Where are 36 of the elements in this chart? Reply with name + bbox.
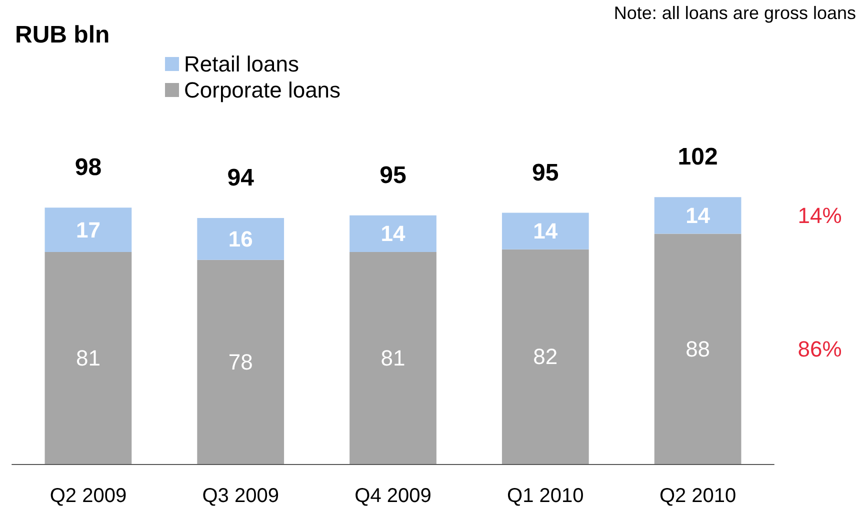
x-tick-label: Q1 2010 — [507, 485, 584, 507]
total-label: 95 — [532, 159, 559, 186]
data-label: 14 — [533, 218, 558, 244]
total-label: 95 — [380, 162, 406, 189]
data-label: 14 — [686, 202, 711, 228]
data-label: 81 — [380, 346, 406, 371]
text: Note: all loans are gross loans — [614, 3, 856, 23]
data-label: 88 — [686, 336, 710, 362]
x-tick-label: Q2 2009 — [50, 485, 127, 507]
total-label: 98 — [74, 154, 102, 182]
text: 86% — [798, 336, 842, 362]
x-tick-label: Q3 2009 — [202, 485, 279, 507]
total-label: 94 — [227, 164, 255, 192]
bar — [654, 197, 742, 234]
legend-label: Corporate loans — [184, 78, 341, 102]
bar — [502, 249, 589, 464]
bar — [502, 212, 589, 250]
legend-label: Retail loans — [184, 52, 299, 76]
x-tick-label: Q2 2010 — [659, 485, 736, 507]
chart-title: RUB bln — [15, 22, 110, 48]
bar — [350, 252, 436, 464]
bar — [654, 234, 742, 464]
data-label: 81 — [76, 346, 100, 371]
bar — [44, 208, 132, 252]
bar — [44, 252, 132, 464]
data-label: 17 — [76, 217, 100, 242]
bar — [197, 218, 284, 260]
x-tick-label: Q4 2009 — [354, 485, 432, 507]
total-label: 102 — [678, 144, 718, 171]
data-label: 14 — [380, 221, 406, 246]
data-label: 16 — [228, 226, 253, 252]
data-label: 78 — [228, 349, 253, 374]
bar — [197, 260, 284, 464]
bar — [350, 215, 436, 252]
text: 14% — [798, 202, 842, 228]
data-label: 82 — [533, 344, 558, 370]
